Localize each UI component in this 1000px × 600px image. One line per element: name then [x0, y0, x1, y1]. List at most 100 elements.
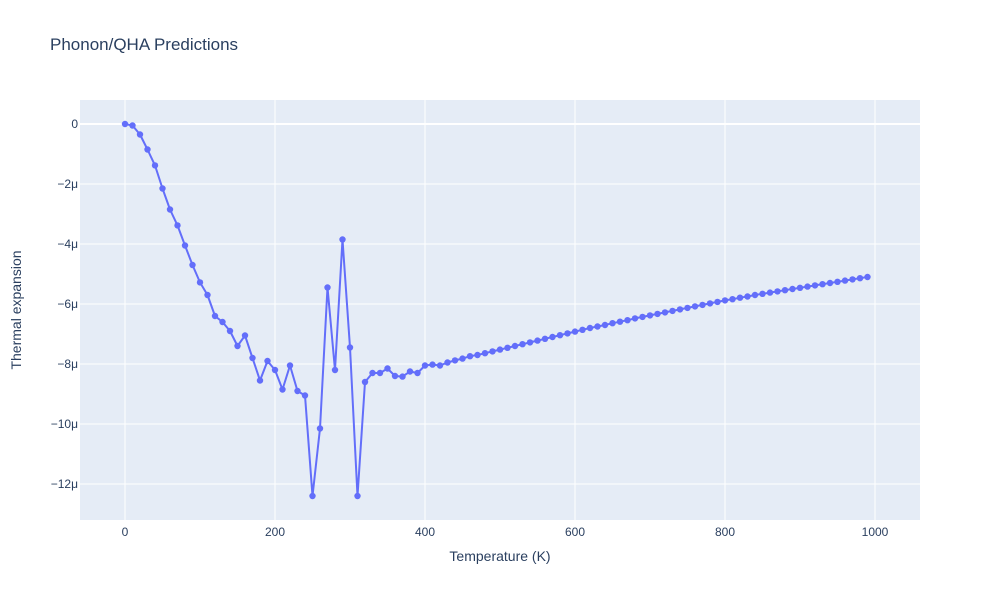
- data-point: [331, 366, 339, 374]
- data-point: [129, 122, 136, 129]
- tick-labels: 0 200 400 600 800 1000 0 −2μ −4μ −6μ −8μ −10μ −12μ: [51, 117, 889, 539]
- data-point: [219, 318, 226, 326]
- data-point: [586, 324, 594, 332]
- data-point: [646, 312, 654, 319]
- data-point: [594, 323, 601, 330]
- series-thermal-expansion: [121, 120, 871, 500]
- data-point: [549, 333, 556, 341]
- data-point: [834, 278, 841, 285]
- data-point: [579, 326, 586, 333]
- y-tick-label: 0: [71, 117, 78, 131]
- data-point: [819, 281, 826, 288]
- data-point: [459, 355, 466, 362]
- data-point: [339, 236, 346, 243]
- data-point: [399, 373, 406, 380]
- data-point: [624, 317, 631, 324]
- data-point: [564, 330, 571, 337]
- data-point: [121, 120, 129, 128]
- x-tick-label: 600: [565, 525, 585, 539]
- data-point: [226, 327, 234, 335]
- data-point: [136, 131, 144, 138]
- data-point: [669, 307, 676, 315]
- data-point: [196, 279, 204, 286]
- data-point: [609, 320, 616, 327]
- data-point: [189, 261, 196, 269]
- data-point: [309, 492, 316, 500]
- data-point: [249, 354, 256, 362]
- data-point: [241, 332, 249, 339]
- data-point: [721, 297, 729, 304]
- chart-title: Phonon/QHA Predictions: [50, 35, 238, 54]
- y-tick-label: −4μ: [57, 237, 78, 251]
- data-point: [429, 361, 436, 368]
- data-point: [294, 387, 301, 395]
- data-point: [504, 344, 511, 351]
- data-point: [571, 328, 579, 335]
- data-point: [211, 312, 219, 320]
- data-point: [556, 332, 564, 339]
- data-point: [796, 284, 804, 291]
- data-point: [856, 275, 864, 282]
- data-point: [676, 306, 684, 313]
- data-point: [811, 282, 819, 289]
- data-point: [384, 365, 391, 372]
- x-tick-label: 0: [122, 525, 129, 539]
- data-point: [616, 318, 624, 325]
- data-point: [361, 378, 369, 386]
- data-point: [744, 293, 751, 300]
- series-line: [124, 123, 868, 497]
- data-point: [271, 366, 279, 374]
- data-point: [699, 301, 706, 309]
- data-point: [369, 369, 376, 377]
- data-point: [466, 353, 474, 360]
- data-point: [826, 279, 834, 287]
- data-point: [451, 357, 459, 364]
- data-point: [151, 162, 159, 169]
- data-point: [436, 362, 444, 369]
- y-tick-label: −2μ: [57, 177, 78, 191]
- data-point: [256, 377, 264, 384]
- data-point: [181, 242, 189, 249]
- x-tick-label: 800: [715, 525, 735, 539]
- x-tick-label: 1000: [862, 525, 889, 539]
- data-point: [766, 289, 774, 296]
- data-point: [144, 146, 151, 153]
- data-point: [841, 277, 849, 284]
- data-point: [684, 304, 691, 312]
- data-point: [781, 287, 789, 294]
- data-point: [279, 386, 286, 393]
- y-tick-label: −10μ: [51, 417, 78, 431]
- y-tick-label: −12μ: [51, 477, 78, 491]
- data-point: [804, 283, 811, 290]
- data-point: [234, 342, 241, 350]
- data-point: [159, 185, 166, 192]
- data-point: [301, 392, 309, 399]
- data-point: [639, 313, 646, 321]
- data-point: [264, 357, 271, 365]
- data-point: [166, 206, 174, 213]
- data-point: [286, 362, 294, 369]
- data-point: [759, 290, 766, 297]
- data-point: [174, 222, 181, 229]
- data-point: [511, 342, 519, 350]
- data-point: [729, 296, 736, 303]
- data-point: [789, 285, 796, 293]
- data-point: [354, 492, 361, 500]
- data-point: [706, 300, 714, 307]
- data-point: [691, 303, 699, 310]
- data-point: [421, 362, 429, 369]
- data-point: [751, 291, 759, 299]
- data-point: [534, 337, 541, 344]
- data-point: [376, 369, 384, 377]
- data-point: [346, 344, 354, 351]
- data-point: [519, 341, 526, 348]
- data-point: [849, 276, 856, 283]
- plot-area: [80, 100, 920, 520]
- x-tick-label: 200: [265, 525, 285, 539]
- data-point: [661, 309, 669, 316]
- data-point: [654, 310, 661, 318]
- data-point: [489, 348, 496, 355]
- data-point: [391, 372, 399, 380]
- data-point: [736, 294, 744, 301]
